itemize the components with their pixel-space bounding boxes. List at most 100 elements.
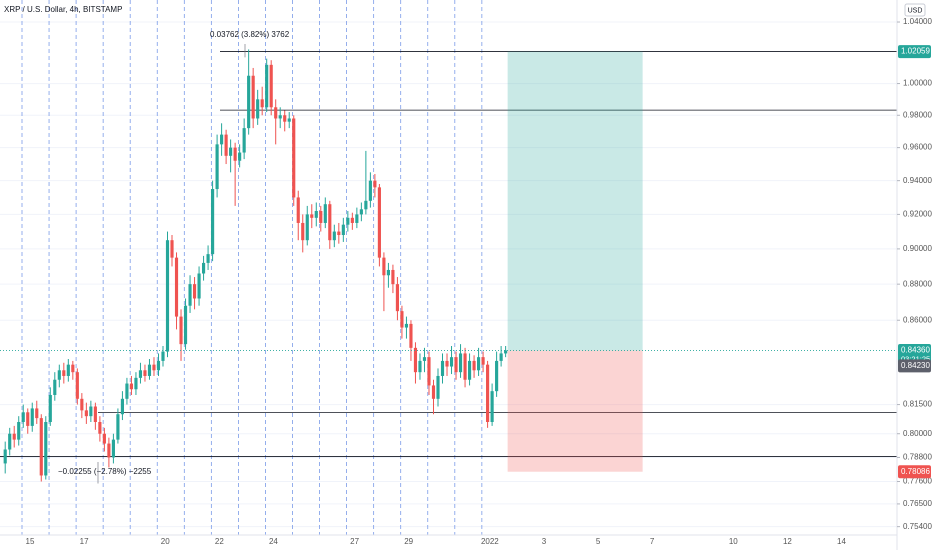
x-tick-label: 29 [404, 537, 413, 546]
candle-body [116, 414, 120, 440]
candle-body [215, 144, 219, 190]
candle-body [287, 118, 291, 122]
candle-body [188, 284, 192, 306]
candle-body [472, 360, 476, 371]
candle-body [98, 421, 102, 434]
candle-body [192, 284, 197, 299]
x-tick-label: 20 [161, 537, 170, 546]
y-tick-label: 0.90000 [903, 244, 932, 253]
candle-body [71, 364, 75, 373]
candle-body [346, 217, 350, 225]
candle-body [174, 257, 179, 317]
candle-body [44, 421, 48, 476]
candle-body [359, 209, 363, 215]
candle-body [445, 360, 449, 367]
candle-body [201, 262, 206, 274]
candle-body [80, 398, 84, 411]
candle-body [242, 128, 246, 153]
candle-body [247, 75, 251, 129]
candle-body [66, 364, 70, 376]
candle-body [17, 421, 21, 440]
y-tick-label: 0.80000 [903, 429, 932, 438]
annotation: −0.02255 (−2.78%) −2255 [58, 467, 152, 476]
candle-body [355, 214, 359, 223]
candle-body [156, 360, 161, 371]
x-tick-label: 15 [26, 537, 35, 546]
candle-body [265, 64, 269, 108]
y-tick-label: 0.86000 [903, 315, 932, 324]
y-tick-label: 0.92000 [903, 210, 932, 219]
candle-body [283, 115, 287, 122]
x-tick-label: 24 [269, 537, 278, 546]
candle-body [211, 189, 215, 255]
marker-price-label: 0.84230 [901, 361, 930, 370]
candle-body [111, 439, 115, 458]
candle-body [364, 200, 368, 210]
y-tick-label: 0.77600 [903, 477, 932, 486]
y-tick-label: 0.94000 [903, 176, 932, 185]
candle-body [206, 254, 210, 263]
candle-body [256, 99, 260, 119]
marker-price-bg [898, 359, 931, 373]
candle-body [274, 107, 278, 119]
candle-body [53, 379, 57, 395]
y-tick-label: 0.76500 [903, 499, 932, 508]
candle-body [251, 75, 255, 119]
candle-body [107, 443, 111, 458]
candle-body [350, 217, 354, 223]
candle-body [377, 187, 381, 258]
candle-body [454, 357, 458, 373]
stop-label-bg [898, 465, 931, 479]
candle-body [3, 449, 7, 464]
candle-body [296, 197, 300, 223]
candle-body [292, 118, 296, 198]
candle-body [386, 269, 390, 276]
candle-body [278, 115, 282, 119]
profit-zone [507, 51, 643, 351]
candle-body [197, 273, 201, 299]
candle-body [314, 210, 318, 218]
candle-body [8, 433, 12, 450]
candle-body [477, 357, 481, 371]
candle-body [409, 323, 413, 348]
candle-body [486, 364, 490, 422]
candle-body [84, 410, 88, 417]
candle-body [120, 398, 124, 415]
candle-body [229, 147, 233, 156]
candle-body [48, 394, 52, 422]
candle-body [26, 412, 30, 426]
target-label: 1.02059 [901, 47, 930, 56]
candle-body [404, 323, 409, 328]
candle-body [323, 204, 327, 223]
candle-body [152, 364, 156, 371]
candle-body [134, 377, 138, 390]
candle-body [89, 406, 93, 417]
candle-body [499, 353, 503, 361]
candle-body [332, 231, 336, 241]
candle-body [382, 257, 386, 276]
y-tick-label: 0.75400 [903, 522, 932, 531]
candle-body [436, 375, 440, 399]
x-tick-label: 7 [650, 537, 655, 546]
candle-body [220, 134, 224, 145]
currency-box[interactable] [904, 3, 926, 17]
candle-body [337, 231, 341, 236]
candle-body [57, 370, 61, 380]
x-tick-label: 14 [837, 537, 846, 546]
candle-body [233, 147, 237, 161]
y-tick-label: 0.78800 [903, 453, 932, 462]
candle-body [368, 180, 372, 201]
x-tick-label: 12 [783, 537, 792, 546]
candle-body [495, 360, 499, 392]
candle-body [238, 152, 242, 161]
x-tick-label: 22 [215, 537, 224, 546]
candle-body [170, 240, 174, 258]
stop-label: 0.78086 [901, 467, 930, 476]
candle-body [75, 372, 79, 399]
candle-body [125, 383, 129, 399]
candle-body [21, 412, 25, 422]
candle-body [305, 214, 309, 241]
candle-body [138, 370, 143, 378]
currency[interactable]: USD [908, 7, 923, 14]
